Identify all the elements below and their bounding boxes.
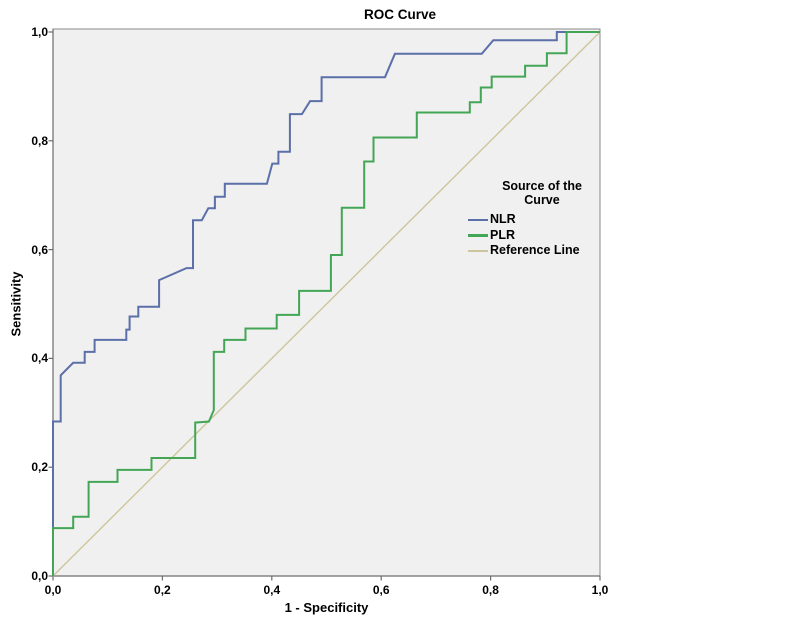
x-tick-label: 0,4 (263, 583, 281, 597)
legend-title: Source of the Curve (482, 179, 602, 207)
legend-entry-plr: PLR (468, 228, 624, 244)
legend-swatch-line (468, 234, 488, 237)
legend-title-line1: Source of the (502, 179, 582, 193)
legend-entry-label: PLR (490, 227, 515, 242)
y-tick-label: 0,0 (31, 569, 48, 583)
x-tick-label: 0,2 (154, 583, 171, 597)
y-tick-label: 0,6 (31, 242, 48, 257)
legend-entry-label: NLR (490, 212, 516, 227)
y-tick-label: 1,0 (31, 25, 48, 39)
legend-entry-label: Reference Line (490, 243, 580, 258)
y-tick-label: 0,4 (31, 351, 48, 366)
y-tick-label: 0,2 (31, 460, 48, 475)
chart-title: ROC Curve (363, 7, 436, 22)
legend-swatch-line (468, 218, 488, 221)
legend: Source of the Curve NLR PLR Reference Line (468, 179, 624, 259)
x-axis-title: 1 - Specificity (284, 600, 369, 615)
x-tick-label: 0,0 (44, 583, 62, 597)
series-line-nlr (52, 31, 600, 576)
x-tick-label: 1,0 (591, 583, 609, 597)
y-tick-label: 0,8 (31, 133, 48, 148)
legend-swatch-line (468, 249, 488, 252)
series-line-reference-line (52, 31, 601, 577)
x-tick-label: 0,6 (372, 583, 390, 597)
legend-entry-reference-line: Reference Line (468, 243, 624, 259)
legend-entry-nlr: NLR (468, 212, 624, 228)
legend-entries: NLR PLR Reference Line (468, 212, 624, 259)
x-tick-label: 0,8 (482, 583, 499, 597)
legend-title-line2: Curve (524, 193, 560, 207)
series-line-plr (52, 31, 600, 576)
